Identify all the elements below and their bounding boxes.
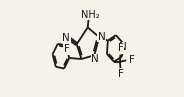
Text: F: F — [64, 44, 70, 54]
Text: F: F — [118, 69, 124, 79]
Text: N: N — [91, 55, 99, 65]
Text: N: N — [98, 32, 106, 42]
Text: NH₂: NH₂ — [81, 10, 99, 20]
Text: N: N — [119, 42, 126, 52]
Text: N: N — [62, 32, 70, 42]
Text: F: F — [118, 43, 124, 53]
Text: F: F — [129, 55, 135, 65]
